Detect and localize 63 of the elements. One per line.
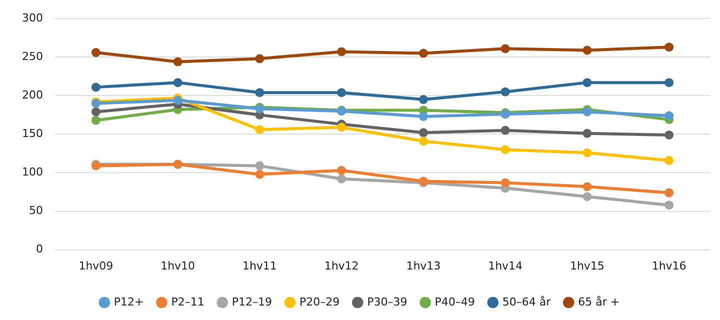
point (255, 54, 264, 64)
point (664, 188, 674, 198)
point (664, 111, 674, 120)
point (91, 48, 100, 58)
point (500, 87, 510, 96)
x-tick-label: 1hv16 (652, 259, 686, 272)
point (173, 78, 182, 88)
point (500, 126, 510, 135)
point (337, 47, 346, 56)
point (664, 78, 674, 88)
y-tick-label: 100 (22, 166, 43, 179)
legend-label: P40–49 (434, 295, 475, 308)
point (582, 46, 592, 55)
point (255, 125, 264, 134)
y-tick-label: 50 (28, 204, 43, 218)
point (582, 192, 592, 202)
x-tick-label: 1hv15 (570, 259, 604, 272)
point (418, 128, 428, 138)
legend-label: P12–19 (232, 295, 272, 308)
point (582, 78, 592, 88)
legend-label: P2–11 (171, 295, 204, 308)
x-tick-label: 1hv14 (488, 259, 523, 272)
point (664, 200, 674, 210)
y-tick-label: 200 (22, 88, 43, 102)
x-tick-label: 1hv13 (406, 259, 441, 272)
point (91, 82, 100, 92)
y-tick-label: 0 (36, 242, 43, 256)
point (418, 136, 428, 146)
point (91, 116, 100, 125)
x-tick-label: 1hv11 (242, 259, 277, 272)
point (582, 148, 592, 158)
point (91, 107, 100, 116)
legend-label: P20–29 (300, 295, 340, 308)
point (664, 42, 674, 52)
point (255, 161, 264, 170)
legend-label: P12+ (114, 295, 144, 308)
legend-label: P30–39 (367, 295, 408, 308)
legend-label: 50–64 år (502, 295, 552, 308)
point (418, 112, 428, 121)
x-tick-label: 1hv10 (160, 259, 196, 272)
y-tick-label: 250 (22, 50, 43, 63)
point (173, 57, 182, 66)
point (337, 122, 346, 132)
point (582, 128, 592, 138)
point (664, 130, 674, 140)
y-tick-label: 150 (22, 127, 43, 140)
legend-label: 65 år + (578, 295, 620, 308)
y-tick-label: 300 (22, 11, 43, 24)
point (173, 96, 182, 105)
x-tick-label: 1hv09 (78, 259, 114, 272)
point (582, 182, 592, 192)
point (337, 88, 346, 98)
point (255, 170, 264, 179)
x-tick-label: 1hv12 (324, 259, 359, 272)
point (255, 88, 264, 98)
point (418, 95, 428, 104)
point (337, 166, 346, 175)
point (418, 48, 428, 58)
point (500, 145, 510, 154)
point (337, 174, 346, 184)
point (500, 44, 510, 54)
point (500, 178, 510, 188)
point (664, 156, 674, 165)
